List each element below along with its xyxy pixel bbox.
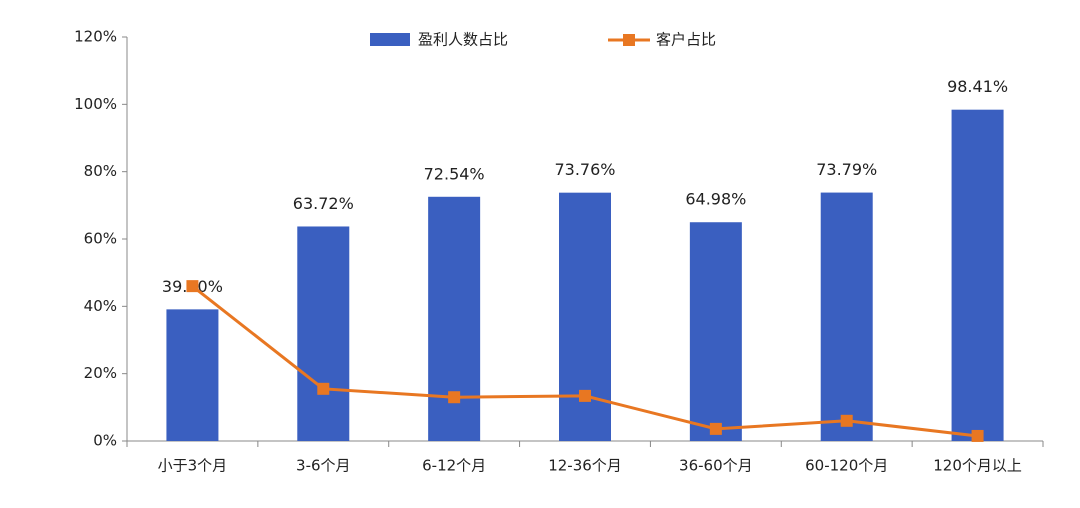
line-marker <box>317 382 330 395</box>
x-tick-label: 3-6个月 <box>296 457 351 475</box>
bar <box>559 192 611 441</box>
value-label: 63.72% <box>293 194 354 213</box>
y-tick-label: 20% <box>84 364 117 382</box>
x-tick-label: 60-120个月 <box>805 457 888 475</box>
y-tick-label: 120% <box>74 28 117 46</box>
bar <box>428 196 481 441</box>
line-marker <box>448 391 461 404</box>
line-marker <box>579 389 591 402</box>
value-label: 73.76% <box>554 160 615 179</box>
y-tick-label: 40% <box>84 297 117 315</box>
x-tick-label: 6-12个月 <box>422 457 486 475</box>
bar <box>951 109 1004 441</box>
bar <box>166 309 219 441</box>
line-marker <box>186 280 199 293</box>
value-label: 73.79% <box>816 160 877 179</box>
x-tick-label: 12-36个月 <box>548 457 622 475</box>
x-tick-label: 36-60个月 <box>679 457 753 475</box>
legend-label: 盈利人数占比 <box>418 31 508 49</box>
legend-label: 客户占比 <box>656 31 716 49</box>
bar <box>297 226 350 441</box>
y-tick-label: 80% <box>84 162 117 180</box>
bar <box>820 192 873 441</box>
value-label: 72.54% <box>424 164 485 183</box>
y-tick-label: 100% <box>74 95 117 113</box>
x-tick-label: 120个月以上 <box>933 457 1022 475</box>
bar <box>689 222 742 441</box>
value-label: 98.41% <box>947 77 1008 96</box>
line-marker <box>840 414 853 427</box>
legend-swatch <box>370 33 410 46</box>
line-marker <box>709 422 722 435</box>
y-tick-label: 0% <box>93 432 117 450</box>
x-tick-label: 小于3个月 <box>158 457 228 475</box>
legend-swatch <box>623 34 635 46</box>
value-label: 64.98% <box>685 190 746 209</box>
line-marker <box>971 429 984 442</box>
y-tick-label: 60% <box>84 230 117 248</box>
